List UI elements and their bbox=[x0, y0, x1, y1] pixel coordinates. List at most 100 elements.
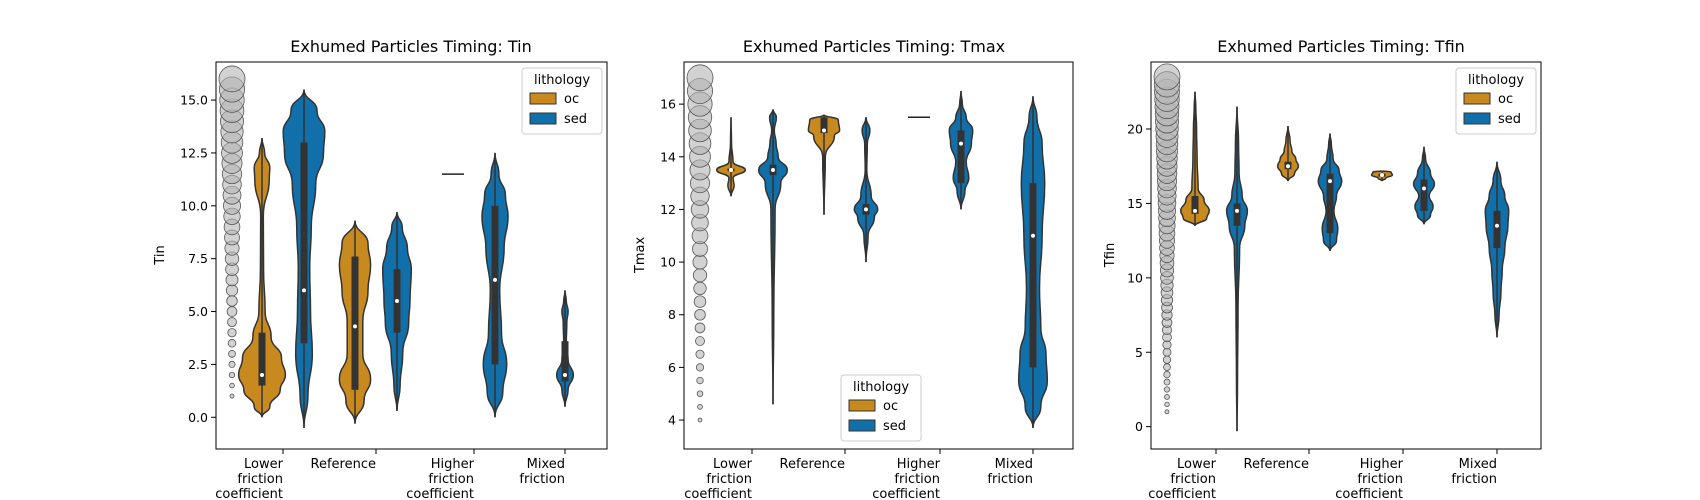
legend-swatch-oc bbox=[1463, 92, 1491, 105]
y-tick-label: 5.0 bbox=[188, 304, 208, 319]
x-tick-label: Mixed friction bbox=[1451, 457, 1497, 487]
bubble-point bbox=[695, 363, 705, 372]
y-tick-label: 10 bbox=[1127, 270, 1143, 285]
y-tick-label: 4 bbox=[668, 413, 676, 428]
bubble-point bbox=[226, 306, 238, 317]
y-tick-label: 15 bbox=[1127, 196, 1143, 211]
violin-median bbox=[729, 167, 733, 172]
y-tick-label: 12 bbox=[660, 202, 676, 217]
chart-title: Exhumed Particles Timing: Tfin bbox=[1217, 37, 1465, 56]
violin-median bbox=[493, 277, 497, 282]
y-tick-label: 10.0 bbox=[180, 198, 208, 213]
bubble-point bbox=[227, 328, 237, 338]
violin-iqr-box bbox=[491, 205, 499, 365]
violin-iqr-box bbox=[258, 332, 266, 386]
panel-tmax: Exhumed Particles Timing: Tmax Tmax 4 6 8 1… bbox=[633, 37, 1074, 500]
bubble-point bbox=[1164, 401, 1170, 407]
y-tick-label: 15.0 bbox=[180, 93, 208, 108]
legend-title: lithology bbox=[534, 73, 590, 88]
violin-iqr-box bbox=[957, 130, 965, 184]
x-tick-label: Reference bbox=[1244, 457, 1309, 472]
y-tick-label: 14 bbox=[660, 149, 676, 164]
legend-label-oc: oc bbox=[883, 399, 898, 414]
panel-tfin: Exhumed Particles Timing: Tfin Tfin 0 5 10… bbox=[1103, 37, 1542, 500]
y-axis-label: Tin bbox=[153, 245, 168, 265]
y-tick-label: 2.5 bbox=[188, 357, 208, 372]
legend-label-sed: sed bbox=[883, 419, 906, 434]
violin-iqr-box bbox=[820, 117, 828, 134]
legend-label-oc: oc bbox=[1498, 92, 1513, 107]
violin-iqr-box bbox=[300, 142, 308, 344]
x-tick-label: Reference bbox=[311, 457, 376, 472]
y-tick-label: 0 bbox=[1135, 419, 1143, 434]
bubble-point bbox=[1153, 63, 1181, 91]
bubble-point bbox=[693, 295, 707, 308]
violin-median bbox=[1422, 186, 1426, 191]
y-tick-label: 12.5 bbox=[180, 145, 208, 160]
panel-tin: Exhumed Particles Timing: Tin Tin 0.0 2.5… bbox=[153, 37, 608, 500]
bubble-point bbox=[228, 371, 236, 379]
bubble-point bbox=[226, 295, 238, 307]
y-tick-label: 20 bbox=[1127, 121, 1143, 136]
bubble-point bbox=[693, 281, 707, 296]
bubble-point bbox=[695, 349, 705, 359]
bubble-point bbox=[1163, 386, 1171, 393]
x-tick-label: Mixed friction bbox=[987, 457, 1033, 487]
bubble-point bbox=[227, 339, 237, 348]
legend-swatch-oc bbox=[848, 399, 876, 412]
violin-iqr-box bbox=[1191, 195, 1199, 214]
bubble-point bbox=[694, 308, 706, 321]
violin-iqr-box bbox=[1493, 210, 1501, 249]
legend-swatch-sed bbox=[1463, 112, 1491, 125]
bubble-point bbox=[696, 390, 704, 397]
bubble-point bbox=[692, 268, 708, 283]
y-tick-label: 16 bbox=[660, 97, 676, 112]
legend: lithology oc sed bbox=[840, 374, 922, 442]
legend: lithology oc sed bbox=[1455, 67, 1537, 135]
bubble-point bbox=[229, 382, 235, 389]
y-axis-label: Tfin bbox=[1103, 243, 1118, 268]
violin-median bbox=[260, 372, 264, 377]
violin-median bbox=[959, 141, 963, 146]
bubble-point bbox=[1163, 370, 1171, 379]
y-tick-label: 5 bbox=[1135, 345, 1143, 360]
bubble-point bbox=[228, 349, 236, 358]
bubble-point bbox=[1162, 355, 1172, 364]
legend-label-sed: sed bbox=[564, 112, 587, 127]
legend-swatch-oc bbox=[529, 92, 557, 105]
y-tick-label: 7.5 bbox=[188, 251, 208, 266]
bubble-point bbox=[218, 65, 246, 93]
plot-frame bbox=[215, 61, 608, 450]
bubble-point bbox=[1162, 347, 1172, 357]
legend-label-oc: oc bbox=[564, 92, 579, 107]
violin-iqr-box bbox=[351, 256, 359, 390]
violin-median bbox=[563, 372, 567, 377]
bubble-point bbox=[692, 254, 708, 270]
bubble-point bbox=[1164, 409, 1170, 415]
violin-median bbox=[353, 324, 357, 329]
violin-iqr-box bbox=[561, 341, 569, 382]
x-tick-label: Reference bbox=[780, 457, 845, 472]
bubble-point bbox=[1164, 394, 1170, 400]
chart-title: Exhumed Particles Timing: Tmax bbox=[743, 37, 1005, 56]
legend-label-sed: sed bbox=[1498, 112, 1521, 127]
y-tick-label: 8 bbox=[668, 307, 676, 322]
legend-swatch-sed bbox=[529, 112, 557, 125]
legend-title: lithology bbox=[1468, 73, 1524, 88]
violin-iqr-box bbox=[1420, 179, 1428, 211]
bubble-point bbox=[225, 284, 239, 297]
x-tick-label: Lower friction coefficient bbox=[1148, 457, 1216, 500]
violin-median bbox=[822, 128, 826, 133]
bubble-point bbox=[1163, 363, 1171, 372]
violin-median bbox=[395, 298, 399, 303]
x-tick-label: Mixed friction bbox=[519, 457, 565, 487]
violin-median bbox=[771, 167, 775, 172]
violin-median bbox=[1031, 233, 1035, 238]
violin-median bbox=[1193, 208, 1197, 213]
legend-swatch-sed bbox=[848, 419, 876, 432]
legend-title: lithology bbox=[853, 380, 909, 395]
violin-iqr-box bbox=[1029, 183, 1037, 368]
violin-median bbox=[1328, 179, 1332, 184]
violin-median bbox=[1235, 208, 1239, 213]
